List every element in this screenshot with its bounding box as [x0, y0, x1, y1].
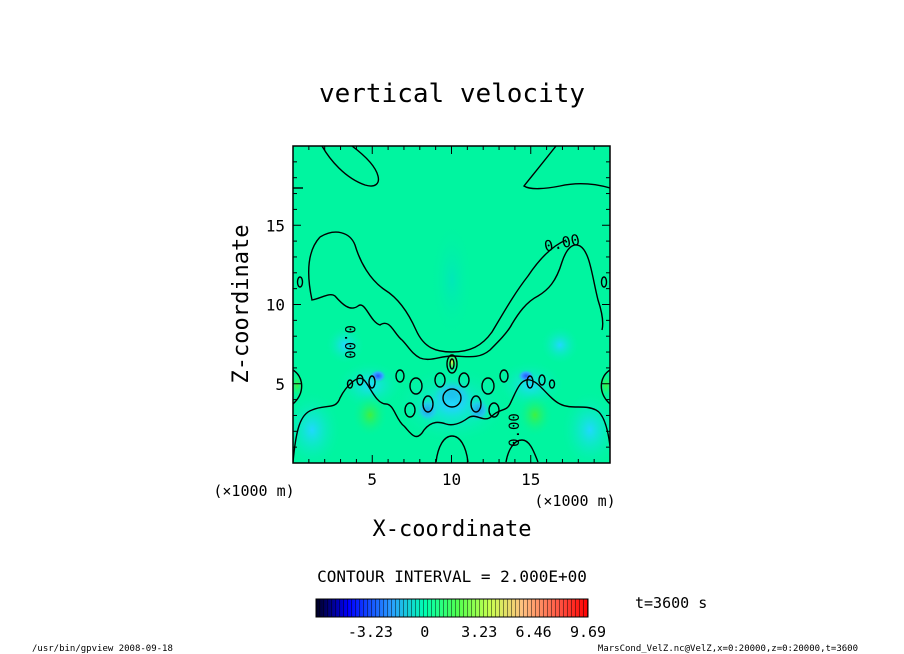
- x-tick-label: 5: [367, 470, 377, 489]
- footer-right: MarsCond_VelZ.nc@VelZ,x=0:20000,z=0:2000…: [598, 644, 858, 654]
- contour-loop: [526, 375, 534, 389]
- contour-loop: [422, 395, 434, 413]
- contour-loop: [346, 379, 354, 389]
- contour-line: [522, 146, 610, 190]
- velocity-color-field: [293, 220, 610, 463]
- y-tick-label: 10: [266, 296, 285, 315]
- field-faint-column: [430, 220, 474, 340]
- contour-loop: [488, 402, 500, 418]
- y-axis-unit: (×1000 m): [213, 482, 294, 500]
- contour-loop: [499, 369, 509, 383]
- contour-line: [293, 377, 610, 463]
- colorbar-frame: [315, 598, 589, 618]
- field-cyan-lower-left: [293, 390, 342, 463]
- contour-loop: [600, 276, 608, 288]
- colorbar-tick-label: 3.23: [461, 623, 497, 641]
- contour-line: [435, 435, 469, 463]
- contour-line: [293, 369, 303, 405]
- contour-loop: [395, 369, 405, 383]
- field-blue-left-1: [369, 369, 387, 383]
- heatmap-field: 0.00 0.00 0.00: [293, 146, 610, 463]
- y-tick-label: 15: [266, 216, 285, 235]
- contour-loop: [538, 374, 546, 386]
- contour-loop: [470, 395, 482, 413]
- x-tick-label: 15: [521, 470, 540, 489]
- contour-loop: [446, 354, 458, 374]
- y-axis-title: Z-coordinate: [229, 225, 254, 384]
- colorbar-tick-label: -3.23: [348, 623, 393, 641]
- colorbar-tick-label: 0: [420, 623, 429, 641]
- contour-loop: [434, 372, 446, 388]
- contour-loop: [296, 276, 304, 288]
- contour-loop: [548, 379, 556, 389]
- field-green-right: [517, 393, 553, 437]
- colorbar-ticks: -3.23 0 3.23 6.46 9.69: [348, 623, 606, 641]
- colorbar-stripes: [316, 599, 588, 617]
- contour-line: [505, 439, 539, 463]
- y-tick-label: 5: [275, 375, 285, 394]
- colorbar: -3.23 0 3.23 6.46 9.69: [315, 598, 606, 641]
- time-label: t=3600 s: [635, 594, 707, 612]
- field-green-left: [352, 393, 388, 437]
- contour-loop: [442, 388, 462, 408]
- field-cyan-right-mid: [540, 325, 580, 365]
- contour-line: [319, 231, 567, 353]
- contour-lines: [293, 146, 610, 463]
- contour-line: [321, 146, 380, 187]
- contour-line: [308, 236, 604, 361]
- field-cyan-left-mid: [325, 325, 365, 365]
- field-cyan-lower-right: [560, 390, 610, 463]
- axis-ticks: 5 10 15 5 10 15: [266, 146, 610, 489]
- field-cyan-left-band: [335, 360, 405, 410]
- x-axis-title: X-coordinate: [373, 517, 532, 542]
- contour-loop: [368, 375, 376, 389]
- contour-loop: [449, 358, 455, 370]
- chart-title: vertical velocity: [319, 79, 585, 109]
- contour-loop: [458, 372, 470, 388]
- field-green-edge-right: [598, 371, 610, 399]
- contour-label: 0.00: [341, 325, 357, 359]
- footer-left: /usr/bin/gpview 2008-09-18: [32, 644, 173, 654]
- x-tick-label: 10: [442, 470, 461, 489]
- field-green-edge-left: [293, 371, 305, 399]
- contour-loop: [356, 374, 364, 386]
- x-axis-unit: (×1000 m): [534, 492, 615, 510]
- colorbar-tick-label: 9.69: [570, 623, 606, 641]
- contour-loop: [409, 377, 423, 395]
- contour-label: 0.00: [507, 413, 523, 447]
- colorbar-tick-label: 6.46: [516, 623, 552, 641]
- contour-line: [600, 369, 610, 405]
- contour-loop: [404, 402, 416, 418]
- contour-interval-label: CONTOUR INTERVAL = 2.000E+00: [317, 567, 587, 586]
- contour-loop: [481, 377, 495, 395]
